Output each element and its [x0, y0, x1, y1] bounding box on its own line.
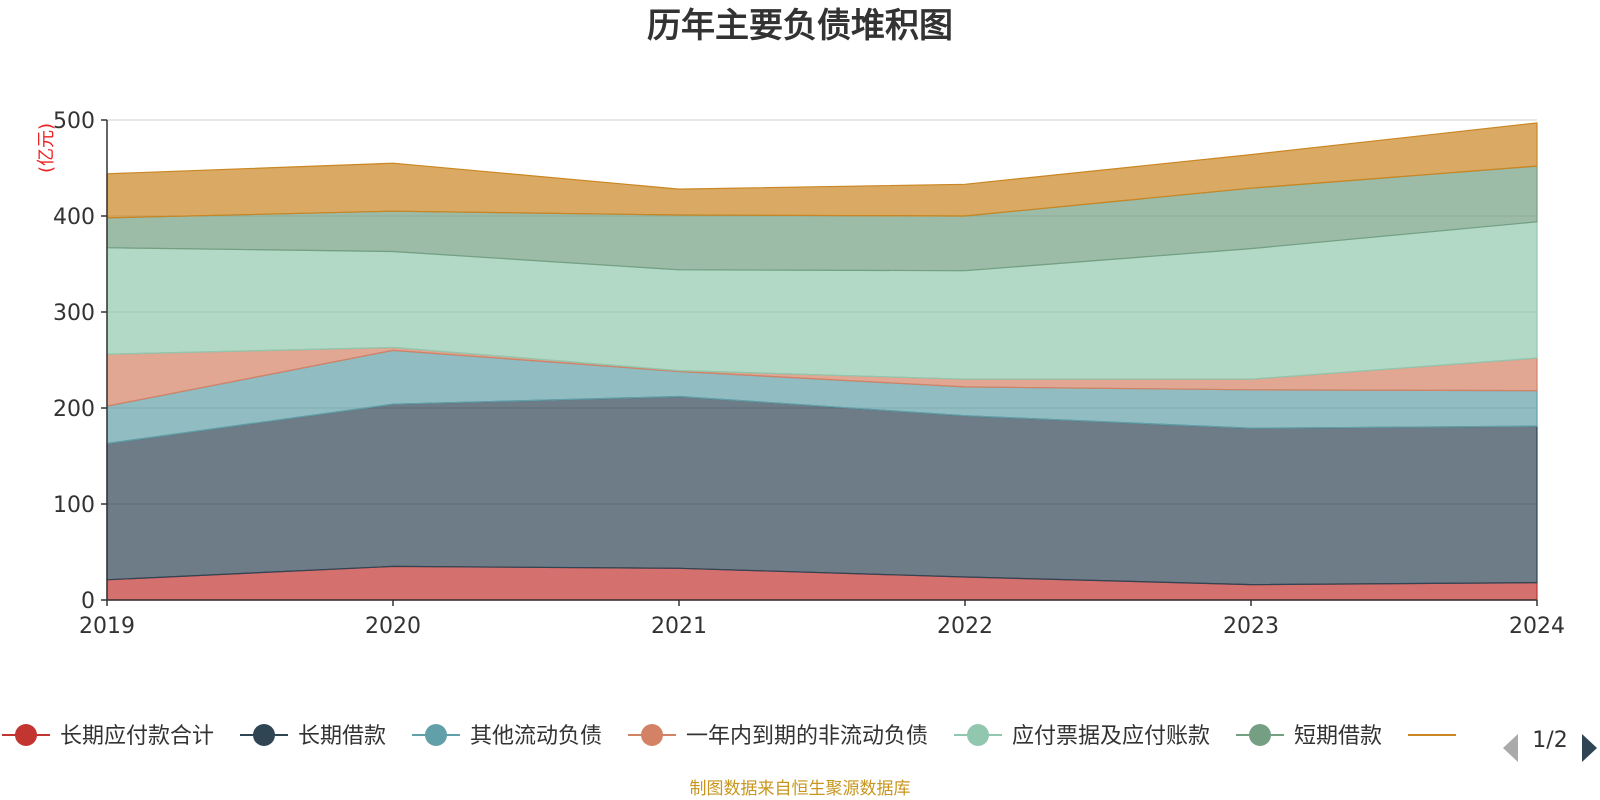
- legend-dot-icon: [425, 724, 448, 746]
- x-tick-label: 2022: [937, 614, 993, 639]
- data-source-note: 制图数据来自恒生聚源数据库: [690, 779, 911, 799]
- legend-item-6[interactable]: 短期借款: [1236, 724, 1382, 749]
- y-tick-label: 300: [53, 301, 95, 326]
- x-tick-label: 2023: [1223, 614, 1279, 639]
- legend-label: 长期应付款合计: [60, 724, 214, 749]
- legend-next-icon[interactable]: [1582, 734, 1597, 762]
- y-tick-label: 400: [53, 205, 95, 230]
- y-tick-label: 0: [81, 589, 95, 614]
- legend-label: 其他流动负债: [470, 724, 602, 749]
- legend-page-indicator: 1/2: [1532, 728, 1567, 753]
- legend-item-3[interactable]: 其他流动负债: [412, 724, 602, 749]
- legend-pager: 1/2: [1503, 728, 1597, 762]
- area-series-7: [106, 122, 1538, 219]
- x-tick-label: 2020: [365, 614, 421, 639]
- axes: 0 100 200 300 400 500 2019 2020 2021 2022 2023 2024: [53, 109, 1565, 639]
- legend-dot-icon: [253, 724, 276, 746]
- legend-dot-icon: [641, 724, 664, 746]
- chart-title: 历年主要负债堆积图: [647, 6, 953, 46]
- y-tick-label: 500: [53, 109, 95, 134]
- legend-prev-icon[interactable]: [1503, 734, 1518, 762]
- legend-dot-icon: [967, 724, 990, 746]
- area-series: [106, 122, 1538, 601]
- y-tick-label: 200: [53, 397, 95, 422]
- x-tick-label: 2019: [79, 614, 135, 639]
- legend-item-5[interactable]: 应付票据及应付账款: [954, 724, 1210, 749]
- legend-dot-icon: [15, 724, 37, 746]
- legend-item-2[interactable]: 长期借款: [240, 724, 386, 749]
- legend: 长期应付款合计 长期借款 其他流动负债 一年内到期的非流动负债 应付票据及应付账款 短期借…: [2, 724, 1457, 749]
- legend-label: 一年内到期的非流动负债: [686, 724, 928, 749]
- legend-dot-icon: [1249, 724, 1272, 746]
- legend-label: 长期借款: [298, 724, 386, 749]
- y-axis-unit: (亿元): [36, 123, 57, 173]
- legend-label: 短期借款: [1294, 724, 1382, 749]
- legend-item-1[interactable]: 长期应付款合计: [2, 724, 214, 749]
- x-tick-label: 2021: [651, 614, 707, 639]
- x-tick-label: 2024: [1509, 614, 1565, 639]
- y-tick-label: 100: [53, 493, 95, 518]
- legend-label: 应付票据及应付账款: [1012, 724, 1210, 749]
- legend-item-4[interactable]: 一年内到期的非流动负债: [628, 724, 928, 749]
